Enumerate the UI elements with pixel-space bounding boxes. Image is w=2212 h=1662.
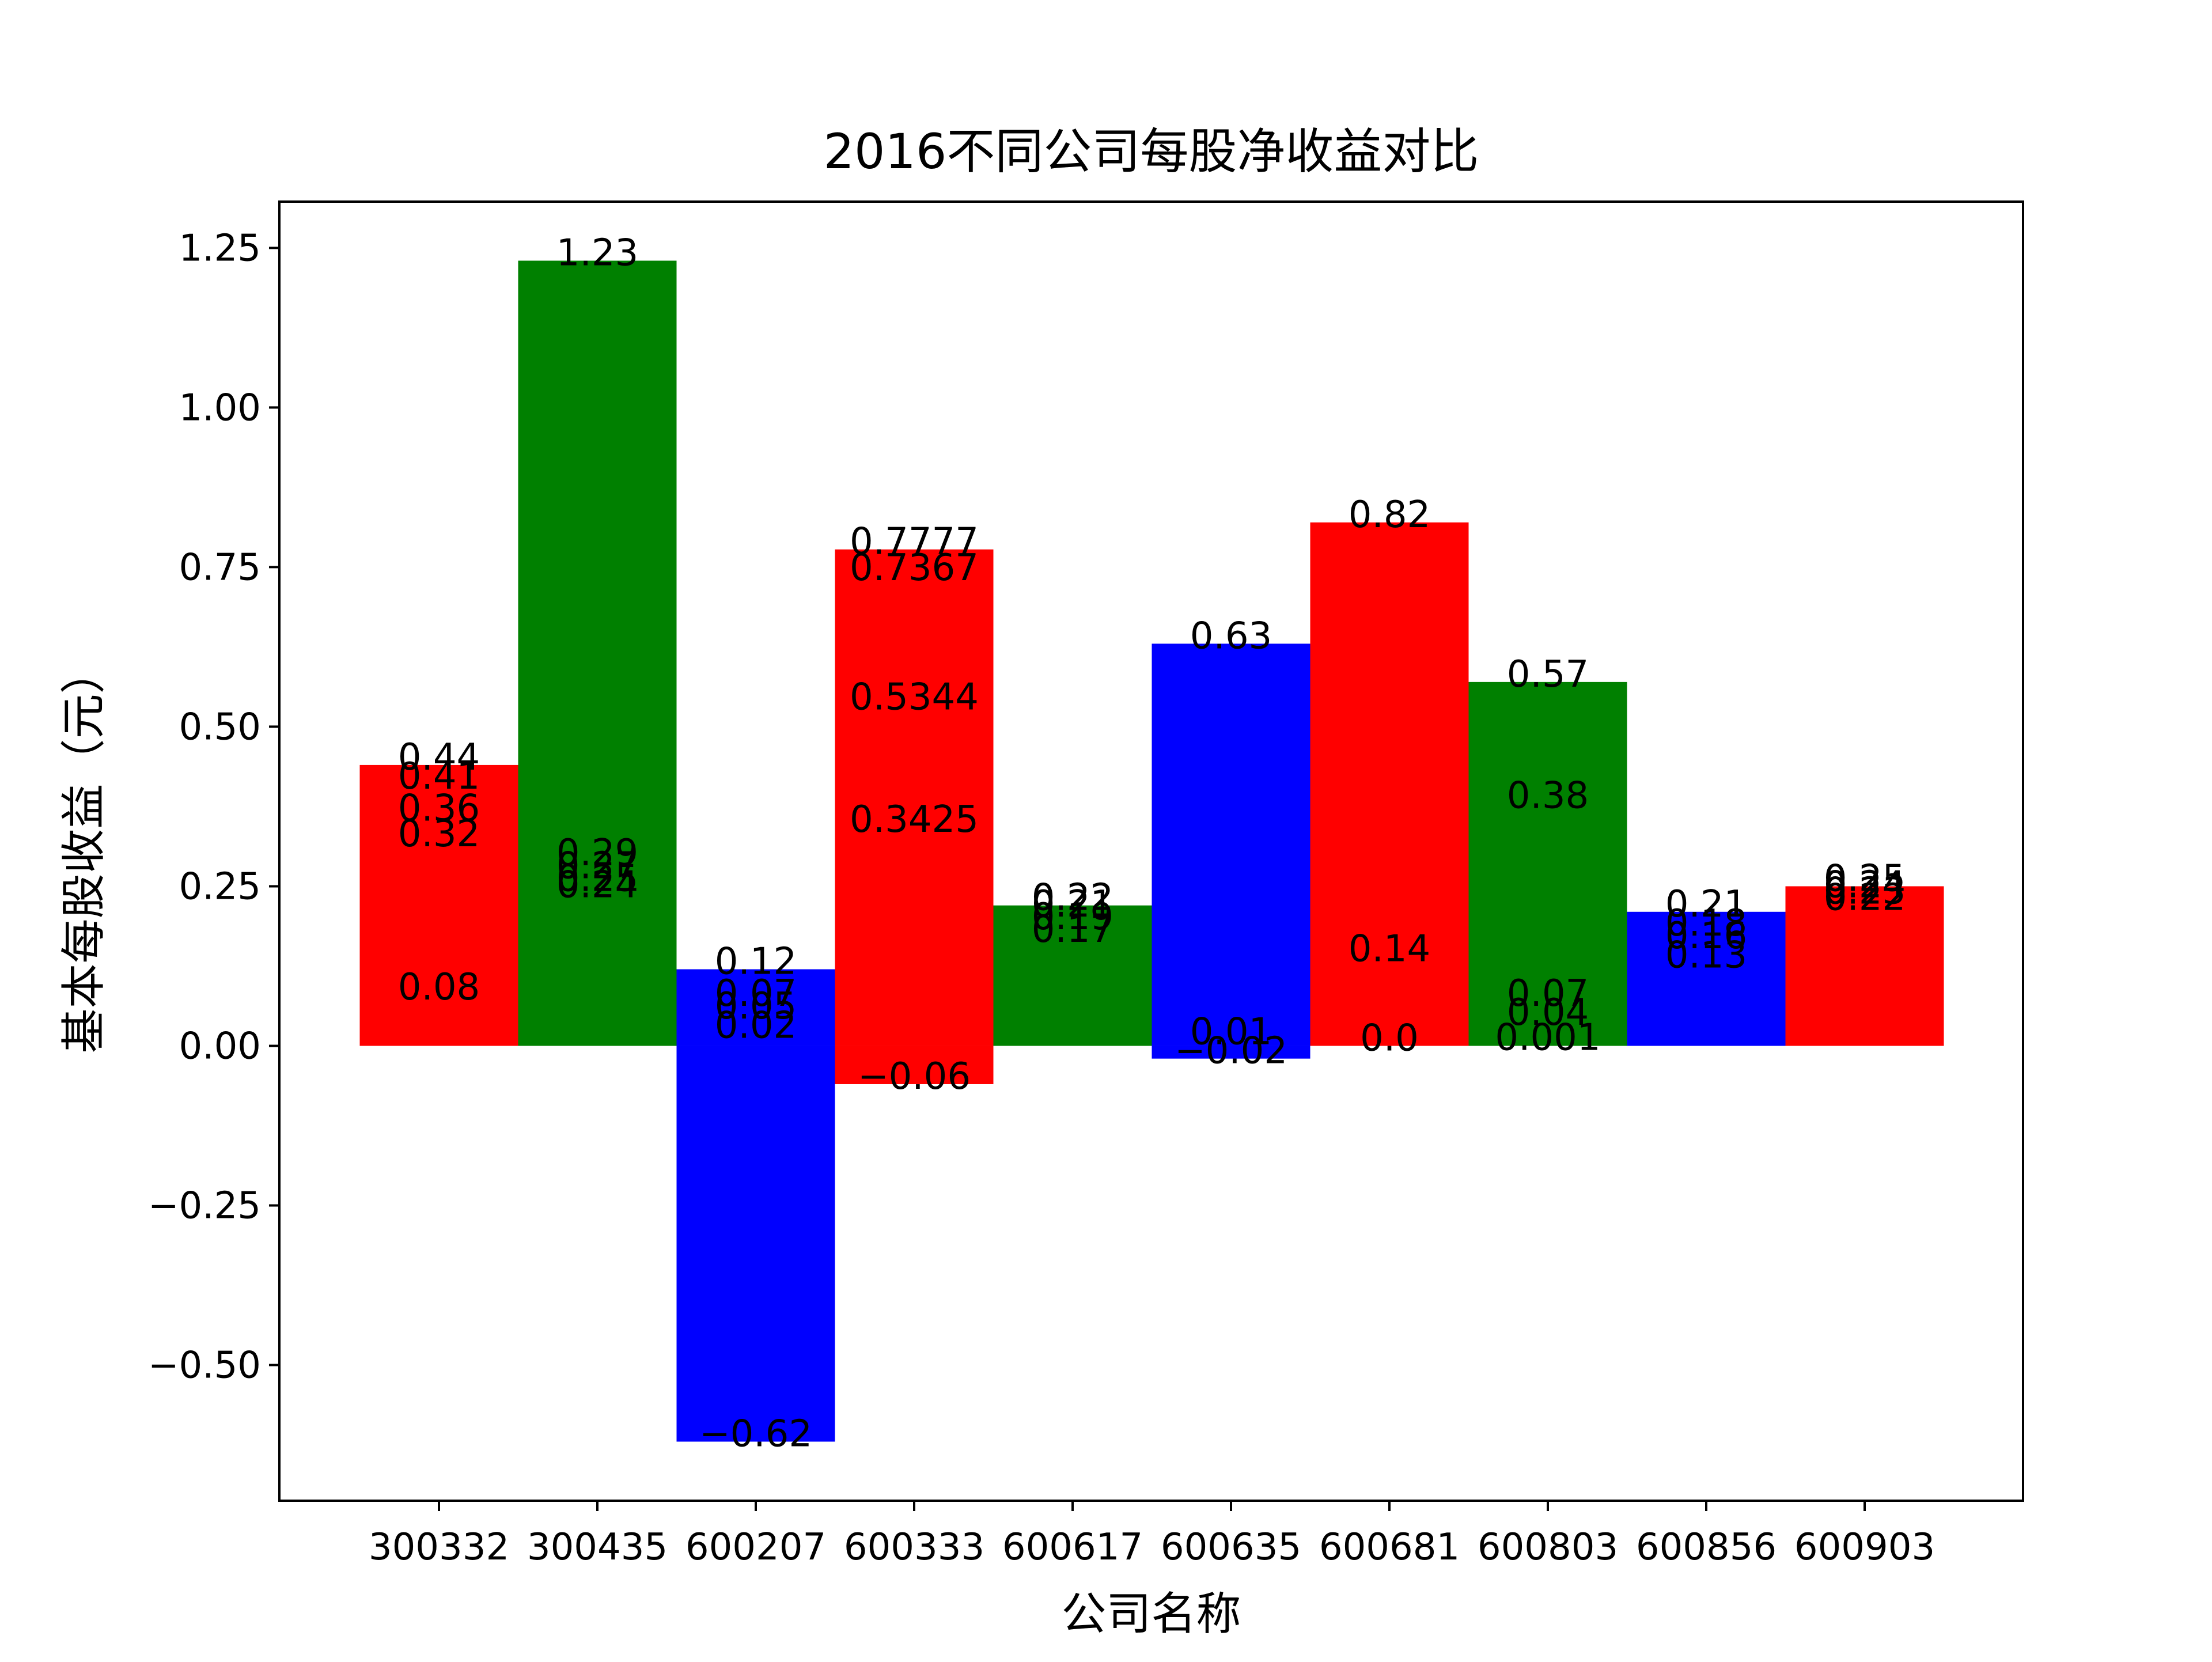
data-labels-layer: 0.440.410.360.320.081.230.290.270.250.24… bbox=[398, 232, 1906, 1456]
data-label: 0.44 bbox=[398, 736, 480, 779]
data-label: 0.63 bbox=[1190, 615, 1272, 657]
y-tick-label: 1.00 bbox=[179, 387, 262, 429]
bar-negative-600207 bbox=[676, 1046, 835, 1442]
x-axis-label: 公司名称 bbox=[1061, 1588, 1241, 1640]
data-label: 0.24 bbox=[1824, 864, 1906, 907]
data-label: 0.24 bbox=[556, 864, 639, 907]
y-tick-label: 0.25 bbox=[179, 865, 262, 908]
bars-layer bbox=[359, 260, 1944, 1442]
data-label: 0.22 bbox=[1032, 877, 1114, 919]
x-tick-label: 300332 bbox=[369, 1526, 509, 1569]
data-label: 0.5344 bbox=[850, 676, 979, 718]
bar-negative-600333 bbox=[835, 1046, 994, 1084]
data-label: 0.18 bbox=[1665, 902, 1748, 945]
data-label: 0.25 bbox=[556, 857, 639, 900]
y-tick-label: 0.75 bbox=[179, 546, 262, 589]
y-axis: −0.50 −0.25 0.00 0.25 0.50 0.75 1.00 1.25 bbox=[148, 227, 279, 1387]
x-tick-label: 300435 bbox=[527, 1526, 668, 1569]
y-tick-label: 0.50 bbox=[179, 706, 262, 748]
data-label: 1.23 bbox=[556, 232, 639, 275]
bar-600207 bbox=[676, 969, 835, 1046]
x-tick-label: 600617 bbox=[1002, 1526, 1143, 1569]
bar-600803 bbox=[1468, 682, 1627, 1046]
data-label: 0.12 bbox=[715, 941, 797, 983]
data-label: 0.07 bbox=[715, 972, 797, 1015]
data-label: 0.23 bbox=[1824, 870, 1906, 913]
plot-frame bbox=[278, 200, 2024, 1502]
bar-300435 bbox=[518, 260, 677, 1046]
x-tick-label: 600681 bbox=[1319, 1526, 1460, 1569]
data-label: 0.27 bbox=[556, 845, 639, 887]
bar-600903 bbox=[1785, 886, 1944, 1046]
bar-300332 bbox=[359, 764, 518, 1046]
data-label: 0.7367 bbox=[850, 547, 979, 589]
y-tick-label: −0.50 bbox=[148, 1345, 261, 1387]
x-tick-label: 600856 bbox=[1636, 1526, 1777, 1569]
bar-600617 bbox=[993, 905, 1152, 1046]
y-tick-label: 1.25 bbox=[179, 227, 262, 270]
bar-600635 bbox=[1152, 643, 1310, 1046]
data-label: 0.04 bbox=[1507, 991, 1589, 1034]
x-tick-label: 600333 bbox=[844, 1526, 984, 1569]
data-label: 0.29 bbox=[556, 832, 639, 874]
bar-600681 bbox=[1310, 522, 1469, 1046]
data-label: 0.14 bbox=[1349, 927, 1431, 970]
data-label: −0.02 bbox=[1175, 1030, 1287, 1073]
data-label: 0.41 bbox=[398, 755, 480, 798]
data-label: 0.05 bbox=[715, 985, 797, 1028]
data-label: 0.001 bbox=[1495, 1016, 1600, 1059]
data-label: 0.0 bbox=[1360, 1017, 1419, 1059]
data-label: 0.3425 bbox=[850, 798, 979, 841]
bar-negative-600635 bbox=[1152, 1046, 1310, 1059]
data-label: 0.36 bbox=[398, 788, 480, 830]
data-label: 0.32 bbox=[398, 813, 480, 855]
data-label: 0.25 bbox=[1824, 857, 1906, 900]
y-tick-label: −0.25 bbox=[148, 1185, 261, 1228]
data-label: 0.01 bbox=[1190, 1010, 1272, 1053]
x-tick-label: 600803 bbox=[1478, 1526, 1618, 1569]
data-label: 0.7777 bbox=[850, 521, 979, 563]
data-label: 0.57 bbox=[1507, 653, 1589, 696]
data-label: −0.62 bbox=[699, 1413, 812, 1456]
x-tick-label: 600903 bbox=[1794, 1526, 1935, 1569]
data-label: 0.21 bbox=[1665, 883, 1748, 926]
y-axis-label: 基本每股收益（元） bbox=[58, 649, 110, 1053]
data-label: 0.02 bbox=[715, 1004, 797, 1047]
data-label: 0.16 bbox=[1665, 915, 1748, 957]
data-label: 0.07 bbox=[1507, 972, 1589, 1015]
data-label: 0.19 bbox=[1032, 896, 1114, 938]
data-label: −0.06 bbox=[858, 1055, 971, 1098]
y-tick-label: 0.00 bbox=[179, 1025, 262, 1067]
chart-title: 2016不同公司每股净收益对比 bbox=[824, 123, 1479, 180]
data-label: 0.13 bbox=[1665, 934, 1748, 976]
data-label: 0.08 bbox=[398, 966, 480, 1009]
bar-600856 bbox=[1627, 911, 1786, 1046]
data-label: 0.21 bbox=[1032, 883, 1114, 926]
x-axis: 300332 300435 600207 600333 600617 600635 6006… bbox=[369, 1501, 1935, 1569]
x-tick-label: 600635 bbox=[1161, 1526, 1301, 1569]
bar-600333 bbox=[835, 549, 994, 1046]
data-label: 0.82 bbox=[1349, 494, 1431, 536]
x-tick-label: 600207 bbox=[685, 1526, 826, 1569]
data-label: 0.22 bbox=[1824, 877, 1906, 919]
data-label: 0.17 bbox=[1032, 908, 1114, 951]
data-label: 0.38 bbox=[1507, 774, 1589, 817]
